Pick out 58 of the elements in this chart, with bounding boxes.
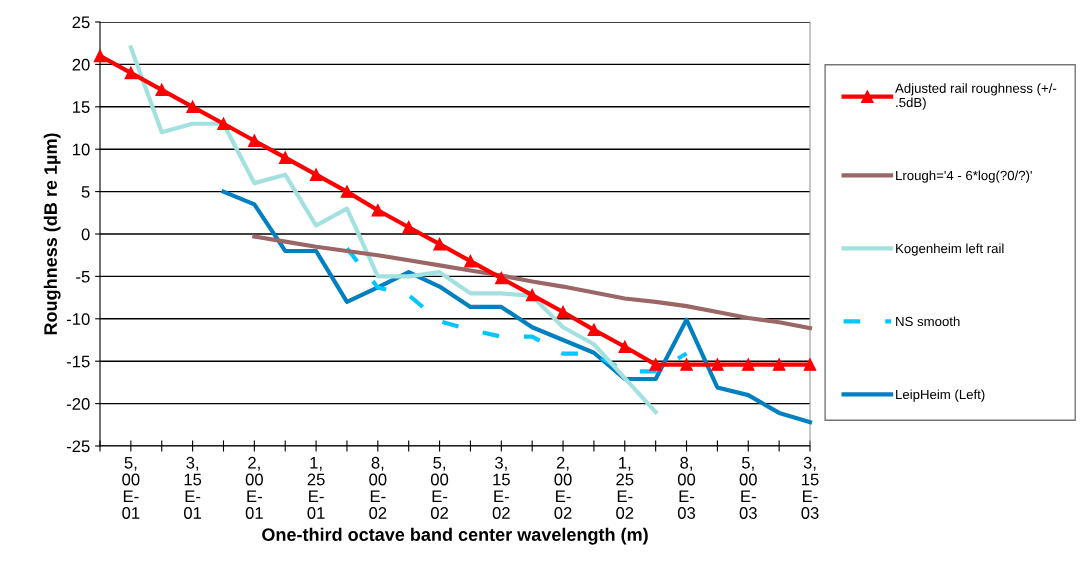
point: [464, 254, 477, 268]
x-tick-label: 2, 00 E- 01: [245, 456, 263, 519]
point: [495, 271, 508, 285]
point: [649, 358, 662, 371]
y-tick-label: 10: [73, 143, 90, 156]
legend-label: LeipHeim (Left): [896, 389, 985, 402]
point: [155, 83, 168, 97]
point: [217, 117, 230, 131]
point: [433, 237, 446, 251]
line-series: [344, 246, 689, 374]
point: [340, 185, 354, 198]
legend-label: Adjusted rail roughness (+/- .5dB): [895, 83, 1057, 110]
y-tick-label: 20: [72, 58, 90, 71]
x-tick-label: 3, 15 E- 03: [801, 456, 819, 519]
y-axis-title: Roughness (dB re 1µm): [43, 133, 61, 335]
x-tick-label: 8, 00 E- 03: [677, 456, 696, 519]
x-tick-label: 5, 00 E- 02: [430, 457, 449, 519]
point: [742, 358, 755, 371]
point: [93, 49, 107, 63]
point: [309, 168, 323, 181]
legend-label: Lrough='4 - 6*log(?0/?)': [896, 170, 1032, 183]
point: [186, 100, 199, 114]
legend-label: Kogenheim left rail: [896, 243, 1004, 256]
point: [618, 340, 632, 354]
y-tick-label: -5: [76, 270, 90, 283]
point: [525, 288, 539, 302]
x-tick-label: 1, 25 E- 02: [616, 457, 634, 519]
x-tick-label: 3, 15 E- 02: [492, 456, 510, 519]
point: [803, 358, 817, 371]
point: [680, 358, 693, 371]
x-tick-label: 8, 00 E- 02: [369, 456, 387, 519]
y-tick-label: -15: [66, 355, 90, 368]
y-tick-label: -20: [66, 398, 90, 410]
point: [711, 358, 724, 371]
point: [248, 134, 261, 147]
y-tick-label: -25: [66, 440, 90, 453]
y-tick-label: 0: [81, 228, 90, 241]
point: [278, 151, 292, 164]
point: [371, 204, 385, 217]
x-tick-label: 1, 25 E- 01: [307, 457, 325, 519]
line-series: [252, 234, 813, 331]
y-tick-label: -10: [66, 313, 90, 325]
line-series: [221, 189, 813, 425]
point: [587, 323, 601, 337]
x-tick-label: 5, 00 E- 03: [739, 457, 757, 519]
x-tick-label: 3, 15 E- 01: [183, 456, 202, 519]
x-tick-label: 5, 00 E- 01: [122, 457, 140, 519]
point: [772, 358, 786, 371]
point: [402, 220, 415, 234]
y-tick-label: 15: [73, 101, 90, 113]
line-series: [128, 45, 658, 415]
x-axis-title: One-third octave band center wavelength (m): [262, 527, 648, 545]
y-tick-label: 25: [72, 16, 90, 29]
point: [556, 305, 570, 319]
y-tick-label: 5: [81, 186, 90, 198]
legend-label: NS smooth: [896, 316, 960, 327]
point: [124, 66, 138, 80]
x-tick-label: 2, 00 E- 02: [554, 456, 572, 519]
